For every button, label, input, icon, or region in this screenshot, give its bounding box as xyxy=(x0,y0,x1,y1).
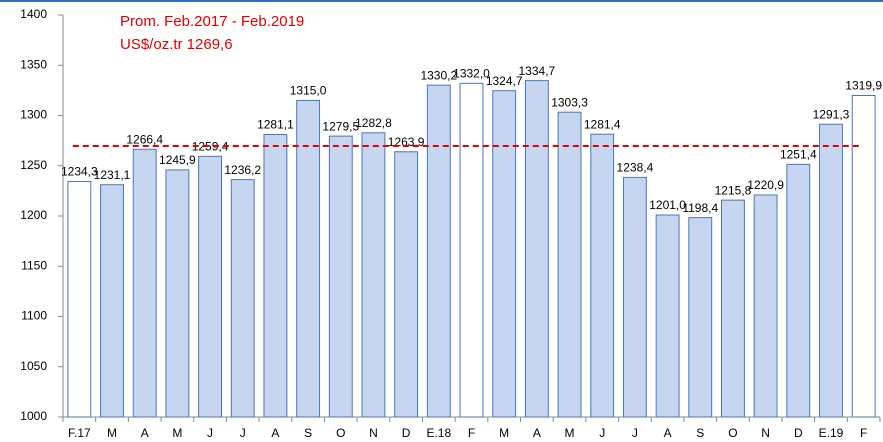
x-tick-label: D xyxy=(402,426,411,440)
bar xyxy=(622,176,647,418)
value-label: 1334,7 xyxy=(519,64,556,78)
bar xyxy=(296,99,321,418)
x-tick-label: A xyxy=(141,426,149,440)
x-tick-label: M xyxy=(107,426,117,440)
annotation: US$/oz.tr 1269,6 xyxy=(120,36,233,53)
value-label: 1251,4 xyxy=(780,148,817,162)
x-tick-label: S xyxy=(304,426,312,440)
value-label: 1198,4 xyxy=(682,201,718,215)
x-tick-label: E.19 xyxy=(819,426,844,440)
y-tick-label: 1300 xyxy=(20,108,47,122)
x-tick-label: N xyxy=(761,426,770,440)
value-label: 1259,4 xyxy=(192,139,229,153)
bar xyxy=(688,217,713,418)
value-label: 1281,1 xyxy=(257,118,294,132)
bar xyxy=(851,95,876,418)
top-border xyxy=(0,0,883,2)
bar xyxy=(361,132,386,418)
y-tick-label: 1350 xyxy=(20,57,47,71)
value-label: 1319,9 xyxy=(845,79,882,93)
y-tick-label: 1250 xyxy=(20,158,47,172)
bar xyxy=(263,133,288,418)
x-tick-label: J xyxy=(632,426,638,440)
y-tick-label: 1400 xyxy=(20,7,47,21)
bar xyxy=(165,169,190,418)
value-label: 1332,0 xyxy=(453,67,490,81)
bar xyxy=(67,181,92,418)
bar xyxy=(426,84,451,418)
value-label: 1231,1 xyxy=(94,168,131,182)
annotation: Prom. Feb.2017 - Feb.2019 xyxy=(120,13,304,30)
x-tick-label: J xyxy=(240,426,246,440)
x-tick-label: A xyxy=(271,426,279,440)
bar xyxy=(492,90,517,418)
x-tick-label: S xyxy=(696,426,704,440)
bar xyxy=(786,163,811,418)
value-label: 1245,9 xyxy=(159,153,196,167)
bar xyxy=(753,194,778,418)
value-label: 1215,8 xyxy=(715,183,752,197)
bar xyxy=(459,82,484,418)
value-label: 1234,3 xyxy=(61,165,98,179)
value-label: 1303,3 xyxy=(551,95,588,109)
value-label: 1238,4 xyxy=(617,161,654,175)
x-tick-label: N xyxy=(369,426,378,440)
x-tick-label: A xyxy=(664,426,672,440)
bar xyxy=(721,199,745,418)
value-label: 1201,0 xyxy=(649,198,686,212)
x-tick-label: M xyxy=(172,426,182,440)
value-label: 1236,2 xyxy=(224,163,261,177)
y-tick-label: 1200 xyxy=(20,208,47,222)
x-tick-label: O xyxy=(336,426,345,440)
x-tick-label: D xyxy=(794,426,803,440)
value-label: 1291,3 xyxy=(813,107,850,121)
bar xyxy=(132,148,157,418)
value-label: 1279,5 xyxy=(322,119,359,133)
value-label: 1282,8 xyxy=(355,116,392,130)
x-tick-label: F xyxy=(860,426,867,440)
bar xyxy=(819,123,843,418)
bar xyxy=(394,151,419,418)
y-tick-label: 1150 xyxy=(21,258,47,272)
x-tick-label: O xyxy=(728,426,737,440)
bar xyxy=(524,80,549,418)
bar xyxy=(590,133,615,418)
x-tick-label: E.18 xyxy=(426,426,451,440)
x-tick-label: M xyxy=(499,426,509,440)
value-label: 1324,7 xyxy=(486,74,523,88)
x-tick-label: M xyxy=(565,426,575,440)
bar xyxy=(198,155,222,418)
value-label: 1330,2 xyxy=(420,68,457,82)
value-label: 1266,4 xyxy=(126,132,163,146)
x-tick-label: A xyxy=(533,426,541,440)
value-label: 1281,4 xyxy=(584,117,621,131)
y-tick-label: 1100 xyxy=(21,309,47,323)
bar xyxy=(328,135,353,418)
value-label: 1220,9 xyxy=(747,178,784,192)
x-tick-label: F xyxy=(468,426,475,440)
bar xyxy=(655,214,680,418)
value-label: 1315,0 xyxy=(290,84,327,98)
x-tick-label: J xyxy=(207,426,213,440)
x-tick-label: J xyxy=(599,426,605,440)
bar xyxy=(100,184,124,418)
bar xyxy=(557,111,582,418)
x-tick-label: F.17 xyxy=(68,426,91,440)
y-tick-label: 1050 xyxy=(20,359,47,373)
y-tick-label: 1000 xyxy=(20,409,47,423)
bar xyxy=(230,179,255,418)
